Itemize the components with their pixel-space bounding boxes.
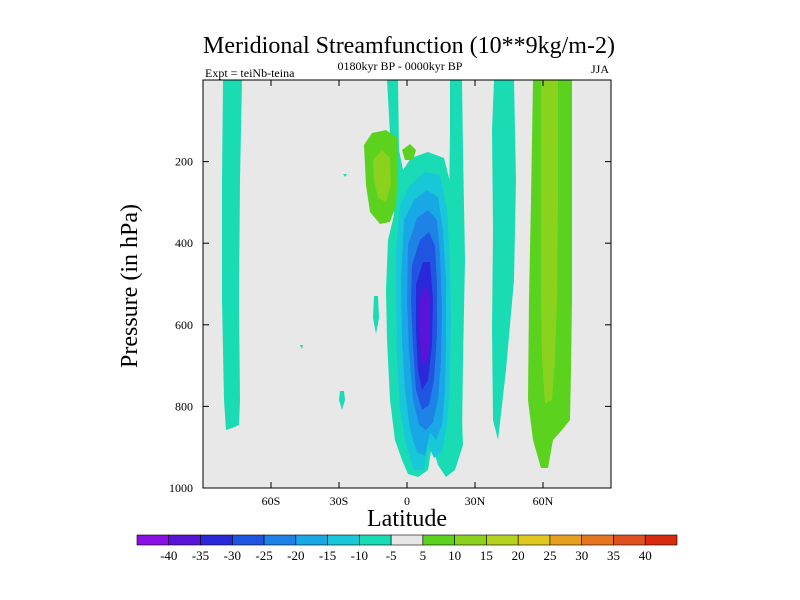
contour-nh-minus5-band — [492, 80, 516, 440]
colorbar-label-15: 40 — [639, 548, 652, 563]
x-tick-label-4: 60N — [533, 494, 554, 508]
colorbar-swatch-11 — [486, 534, 519, 546]
contour-speck-4 — [373, 296, 379, 334]
y-tick-label-4: 1000 — [169, 481, 193, 495]
contour-field — [222, 80, 572, 477]
season-label: JJA — [591, 62, 609, 76]
x-tick-label-3: 30N — [465, 494, 486, 508]
colorbar-swatch-15 — [613, 534, 646, 546]
colorbar-label-10: 15 — [480, 548, 493, 563]
colorbar-swatch-4 — [263, 534, 297, 546]
colorbar-swatch-5 — [295, 534, 328, 546]
colorbar-label-2: -30 — [224, 548, 241, 563]
contour-sh-polar-band — [222, 80, 242, 430]
y-axis-label: Pressure (in hPa) — [117, 204, 143, 368]
contour-small-plus5 — [402, 144, 416, 160]
time-range-label: 0180kyr BP - 0000kyr BP — [338, 59, 463, 73]
colorbar-label-6: -10 — [351, 548, 368, 563]
colorbar-label-1: -35 — [192, 548, 209, 563]
colorbar-swatch-12 — [517, 534, 551, 546]
colorbar-label-11: 20 — [512, 548, 525, 563]
colorbar-label-3: -25 — [255, 548, 272, 563]
y-tick-label-0: 200 — [175, 155, 193, 169]
colorbar-swatch-14 — [581, 534, 614, 546]
x-tick-label-2: 0 — [404, 494, 410, 508]
contour-speck-2 — [300, 345, 303, 349]
y-tick-label-1: 400 — [175, 236, 193, 250]
colorbar: -40 -35 -30 -25 -20 -15 -10 -5 5 10 15 20 25 30 35 40 — [136, 534, 678, 563]
colorbar-label-8: 5 — [420, 548, 427, 563]
colorbar-label-9: 10 — [448, 548, 461, 563]
chart-title: Meridional Streamfunction (10**9kg/m-2) — [203, 33, 615, 59]
y-tick-label-2: 600 — [175, 318, 193, 332]
contour-speck-1 — [343, 174, 347, 177]
colorbar-swatch-3 — [231, 534, 265, 546]
colorbar-swatch-2 — [200, 534, 233, 546]
colorbar-label-7: -5 — [386, 548, 397, 563]
colorbar-label-4: -20 — [287, 548, 304, 563]
contour-minus35 — [419, 285, 430, 365]
colorbar-swatch-9 — [422, 534, 455, 546]
colorbar-swatch-16 — [644, 534, 678, 546]
y-tick-label-3: 800 — [175, 399, 193, 413]
colorbar-swatch-1 — [168, 534, 201, 546]
contour-speck-3 — [339, 391, 345, 410]
x-axis-label: Latitude — [367, 506, 447, 532]
colorbar-swatch-13 — [549, 534, 583, 546]
experiment-label: Expt = teiNb-teina — [205, 66, 295, 80]
x-tick-label-1: 30S — [330, 494, 349, 508]
axes: 60S 30S 0 30N 60N 200 400 600 800 1000 — [169, 80, 611, 508]
colorbar-swatch-8 — [390, 534, 424, 546]
colorbar-swatch-7 — [359, 534, 392, 546]
colorbar-label-5: -15 — [319, 548, 336, 563]
colorbar-swatch-0 — [136, 534, 170, 546]
colorbar-label-13: 30 — [575, 548, 588, 563]
colorbar-label-0: -40 — [160, 548, 177, 563]
colorbar-swatch-6 — [327, 534, 360, 546]
colorbar-swatch-10 — [454, 534, 487, 546]
contour-upper-plus10-patch — [373, 150, 391, 202]
contour-nh-plus10-band — [541, 80, 558, 404]
colorbar-label-14: 35 — [607, 548, 620, 563]
colorbar-label-12: 25 — [543, 548, 556, 563]
x-tick-label-0: 60S — [262, 494, 281, 508]
